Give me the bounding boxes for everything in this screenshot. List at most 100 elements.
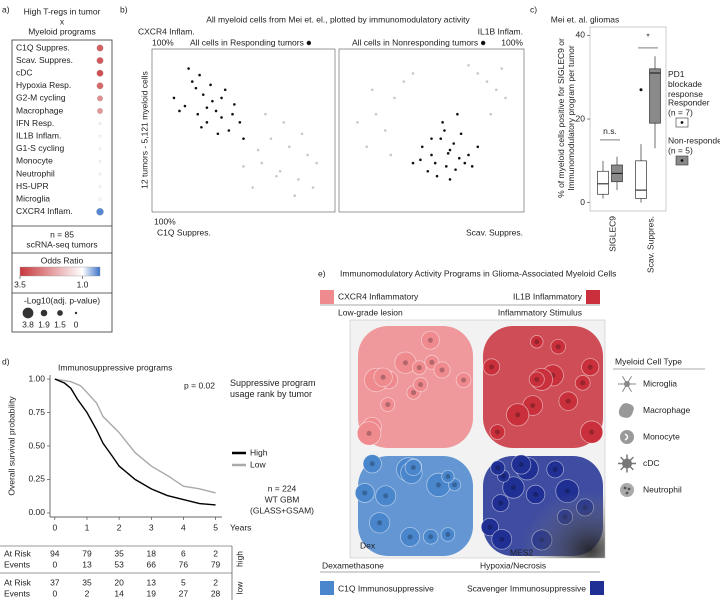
point [383,129,387,132]
cell [433,361,451,379]
category-label: HS-UPR [16,181,49,191]
cell [558,391,578,411]
point [459,132,463,136]
table-cell: 0 [52,559,57,569]
legend-title: PD1 blockade response [668,69,703,99]
category-label: Monocyte [16,156,53,166]
inner-label: MES2 [510,547,533,557]
chart-title: All myeloid cells from Mei et. el., plot… [206,14,470,24]
point [365,145,369,149]
note: (GLASS+GSAM) [250,505,314,515]
annotation: All cells in Responding tumors [190,37,304,47]
size-legend-dot [22,307,34,319]
point [476,145,480,149]
panel-frame [11,39,113,333]
point [275,174,278,178]
box [597,170,609,195]
colorbar-tick-label: 3.5 [14,279,26,289]
table-cell: 35 [114,548,124,558]
program-name: IL1B Inflammatory [513,291,583,301]
corner-label: Scav. Suppres. [466,227,523,237]
point [201,93,205,96]
nucleus [530,403,536,409]
point [242,165,245,168]
dot [98,122,102,125]
category-label: Neutrophil [16,168,55,178]
table-cell: 5 [181,577,186,587]
corner-label: C1Q Suppres. [157,227,211,237]
nucleus [555,344,561,350]
point [205,106,209,109]
point [198,73,201,77]
dot [96,44,104,52]
nucleus [427,337,433,343]
point [209,83,212,87]
point [371,88,374,92]
point [419,158,422,162]
annotation-dot [480,40,486,46]
point [467,64,470,67]
cell [441,469,455,484]
point [457,156,461,160]
annotation: n = 85 [50,229,74,239]
nucleus [428,534,434,540]
cell [491,494,510,512]
point [402,80,406,83]
category-label: IFN Resp. [16,118,54,128]
legend-label: High [250,447,268,457]
cell [440,527,456,542]
table-cell: 37 [50,577,60,587]
nucleus [587,364,593,370]
nucleus [489,364,495,370]
point [190,80,194,83]
legend-label: Neutrophil [643,484,682,494]
program-name: C1Q Immunosuppressive [338,583,434,593]
dot [98,172,102,176]
dot [98,185,102,188]
table-cell: 79 [82,548,92,558]
point [287,145,291,149]
x-tick-label: 5 [213,522,218,532]
point [433,161,437,165]
dot [98,197,102,201]
program-context: Inflammatory Stimulus [498,307,582,317]
corner-label: IL1B Inflam. [478,26,523,36]
size-legend-label: 0 [74,319,79,329]
point [443,129,446,132]
annotation: scRNA-seq tumors [26,239,97,249]
cell [489,424,506,440]
table-cell: 13 [82,559,92,569]
icon [625,491,629,495]
nucleus [380,374,386,380]
dot [96,82,104,90]
annotation: All cells in Nonresponding tumors [352,37,478,47]
point [282,121,286,124]
program-swatch [590,581,604,595]
x-tick-label: 1 [85,522,90,532]
x-tick-label: 0 [52,522,57,532]
legend-dot [680,159,684,162]
dot [97,108,104,115]
nucleus [418,382,424,388]
nucleus [383,493,389,499]
table-cell: 13 [147,577,157,587]
table-cell: 6 [181,548,186,558]
point [293,194,297,197]
panel-title: x [60,16,65,26]
nucleus [416,365,422,371]
y-tick-label: 40 [576,30,586,40]
cell [574,375,591,391]
category-label: G1-S cycling [16,143,64,153]
nucleus [565,398,571,404]
cell [356,421,382,446]
nucleus [534,376,540,382]
point [278,169,282,173]
table-cell: 2 [213,577,218,587]
point [315,161,319,165]
cell [380,397,396,412]
table-cell: 2 [213,548,218,558]
table-cell: 2 [85,588,90,598]
nucleus [362,490,368,496]
category-label: C1Q Suppres. [16,42,70,52]
corner-label: CXCR4 Inflam. [138,26,195,36]
